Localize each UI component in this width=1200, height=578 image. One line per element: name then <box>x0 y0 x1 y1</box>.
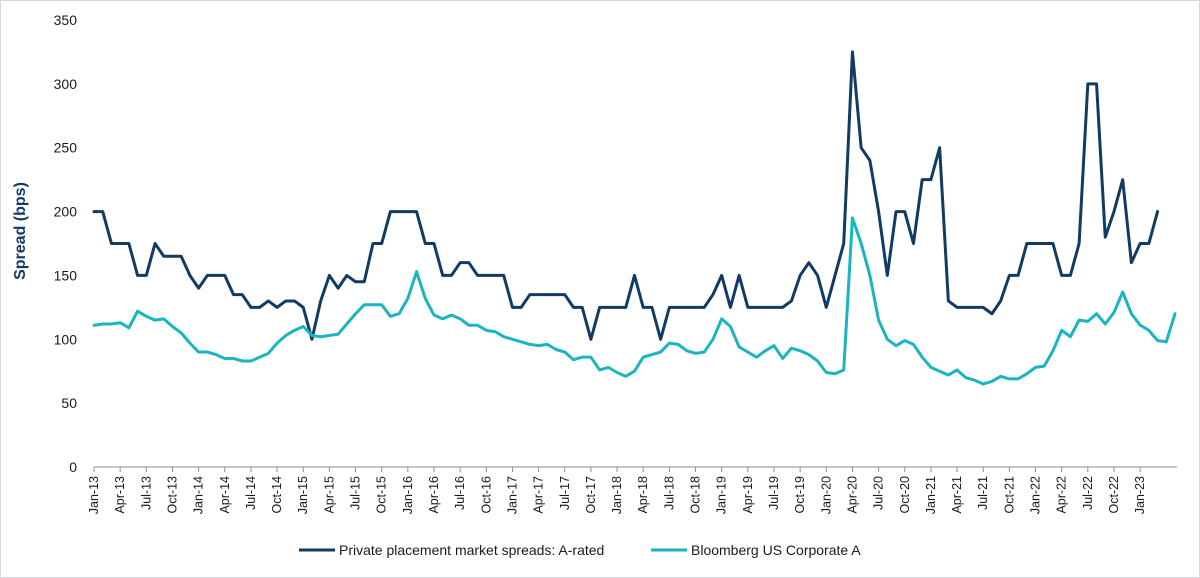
y-tick-label: 50 <box>61 395 77 411</box>
x-tick-label: Jul-18 <box>662 476 676 510</box>
x-tick-label: Apr-19 <box>741 476 755 514</box>
x-tick-label: Jul-19 <box>767 476 781 510</box>
x-tick-label: Apr-21 <box>950 476 964 514</box>
legend-label-bloomberg: Bloomberg US Corporate A <box>691 542 861 558</box>
x-tick-label: Jul-21 <box>976 476 990 510</box>
x-tick-label: Oct-21 <box>1002 476 1016 514</box>
x-tick-label: Oct-17 <box>584 476 598 514</box>
y-axis-label-group: Spread (bps) <box>12 182 29 280</box>
x-tick-label: Oct-22 <box>1107 476 1121 514</box>
x-tick-label: Apr-20 <box>845 476 859 514</box>
x-tick-label: Apr-16 <box>427 476 441 514</box>
x-tick-label: Jan-14 <box>192 476 206 514</box>
legend-label-private-placement: Private placement market spreads: A-rate… <box>339 542 604 558</box>
x-tick-label: Jan-22 <box>1029 476 1043 514</box>
x-tick-label: Jul-22 <box>1081 476 1095 510</box>
x-tick-label: Apr-14 <box>218 476 232 514</box>
x-tick-label: Jul-20 <box>872 476 886 510</box>
y-axis-label: Spread (bps) <box>12 182 29 280</box>
y-tick-label: 150 <box>54 267 78 283</box>
x-tick-label: Jan-20 <box>819 476 833 514</box>
x-tick-label: Apr-18 <box>636 476 650 514</box>
x-tick-label: Jan-15 <box>296 476 310 514</box>
x-tick-label: Jan-13 <box>87 476 101 514</box>
x-tick-label: Jul-17 <box>558 476 572 510</box>
x-axis-ticks: Jan-13 Apr-13 Jul-13 Oct-13 Jan-14 Apr-14 Jul-… <box>87 467 1147 514</box>
x-tick-label: Jul-13 <box>139 476 153 510</box>
x-tick-label: Oct-16 <box>479 476 493 514</box>
y-axis-ticks: 0 50 100 150 200 250 300 350 <box>54 12 78 475</box>
series-line-bloomberg <box>92 216 1177 386</box>
y-tick-label: 0 <box>69 459 77 475</box>
x-tick-label: Jul-15 <box>349 476 363 510</box>
y-tick-label: 350 <box>54 12 78 28</box>
x-tick-label: Oct-18 <box>689 476 703 514</box>
y-tick-label: 200 <box>54 204 78 220</box>
x-tick-label: Jan-17 <box>505 476 519 514</box>
x-tick-label: Jan-19 <box>715 476 729 514</box>
x-tick-label: Jan-16 <box>401 476 415 514</box>
legend: Private placement market spreads: A-rate… <box>299 542 861 558</box>
x-tick-label: Jul-16 <box>453 476 467 510</box>
series-line-private-placement <box>92 50 1160 341</box>
x-tick-label: Jan-23 <box>1133 476 1147 514</box>
y-tick-label: 250 <box>54 140 78 156</box>
y-tick-label: 100 <box>54 331 78 347</box>
x-tick-label: Apr-22 <box>1055 476 1069 514</box>
x-tick-label: Jul-14 <box>244 476 258 510</box>
series-lines <box>92 50 1177 386</box>
x-tick-label: Oct-19 <box>793 476 807 514</box>
x-tick-label: Apr-17 <box>532 476 546 514</box>
x-tick-label: Oct-13 <box>165 476 179 514</box>
x-tick-label: Jan-21 <box>924 476 938 514</box>
x-tick-label: Jan-18 <box>610 476 624 514</box>
x-tick-label: Oct-14 <box>270 476 284 514</box>
x-tick-label: Oct-15 <box>375 476 389 514</box>
x-tick-label: Oct-20 <box>898 476 912 514</box>
x-tick-label: Apr-15 <box>322 476 336 514</box>
x-tick-label: Apr-13 <box>113 476 127 514</box>
y-tick-label: 300 <box>54 76 78 92</box>
